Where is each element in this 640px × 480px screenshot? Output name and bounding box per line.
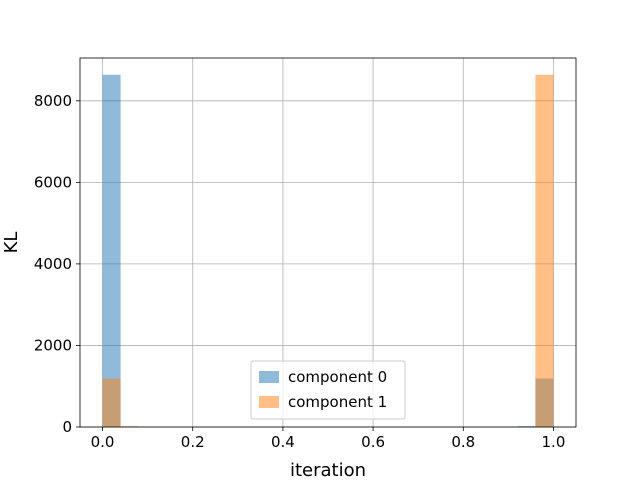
plot-frame	[79, 57, 577, 428]
y-tick-label: 0	[62, 418, 72, 436]
y-axis-label: KL	[1, 232, 22, 254]
y-axis-ticks: 0 2000 4000 6000 8000	[34, 92, 80, 436]
y-tick-label: 4000	[34, 255, 72, 273]
histogram-bar-series-1	[102, 378, 121, 427]
histogram-bar-series-0	[102, 74, 121, 427]
x-axis-label: iteration	[290, 460, 366, 480]
y-tick-label: 8000	[34, 92, 72, 110]
legend-label: component 1	[288, 393, 387, 411]
legend: component 0 component 1	[250, 360, 406, 420]
x-tick-label: 0.4	[271, 433, 295, 451]
x-axis-ticks: 0.0 0.2 0.4 0.6 0.8 1.0	[91, 427, 566, 451]
legend-swatch	[259, 396, 279, 408]
x-tick-label: 1.0	[542, 433, 566, 451]
histogram-bar-series-1	[535, 74, 554, 427]
histogram-bars	[102, 74, 554, 427]
histogram-bar-series-1	[120, 426, 139, 427]
histogram-bar-series-0	[517, 426, 536, 427]
legend-swatch	[259, 371, 279, 383]
x-tick-label: 0.0	[91, 433, 115, 451]
legend-box	[250, 360, 406, 420]
y-tick-label: 6000	[34, 173, 72, 191]
x-tick-label: 0.6	[361, 433, 385, 451]
legend-label: component 0	[288, 368, 387, 386]
x-tick-label: 0.2	[181, 433, 205, 451]
x-tick-label: 0.8	[451, 433, 475, 451]
y-tick-label: 2000	[34, 336, 72, 354]
